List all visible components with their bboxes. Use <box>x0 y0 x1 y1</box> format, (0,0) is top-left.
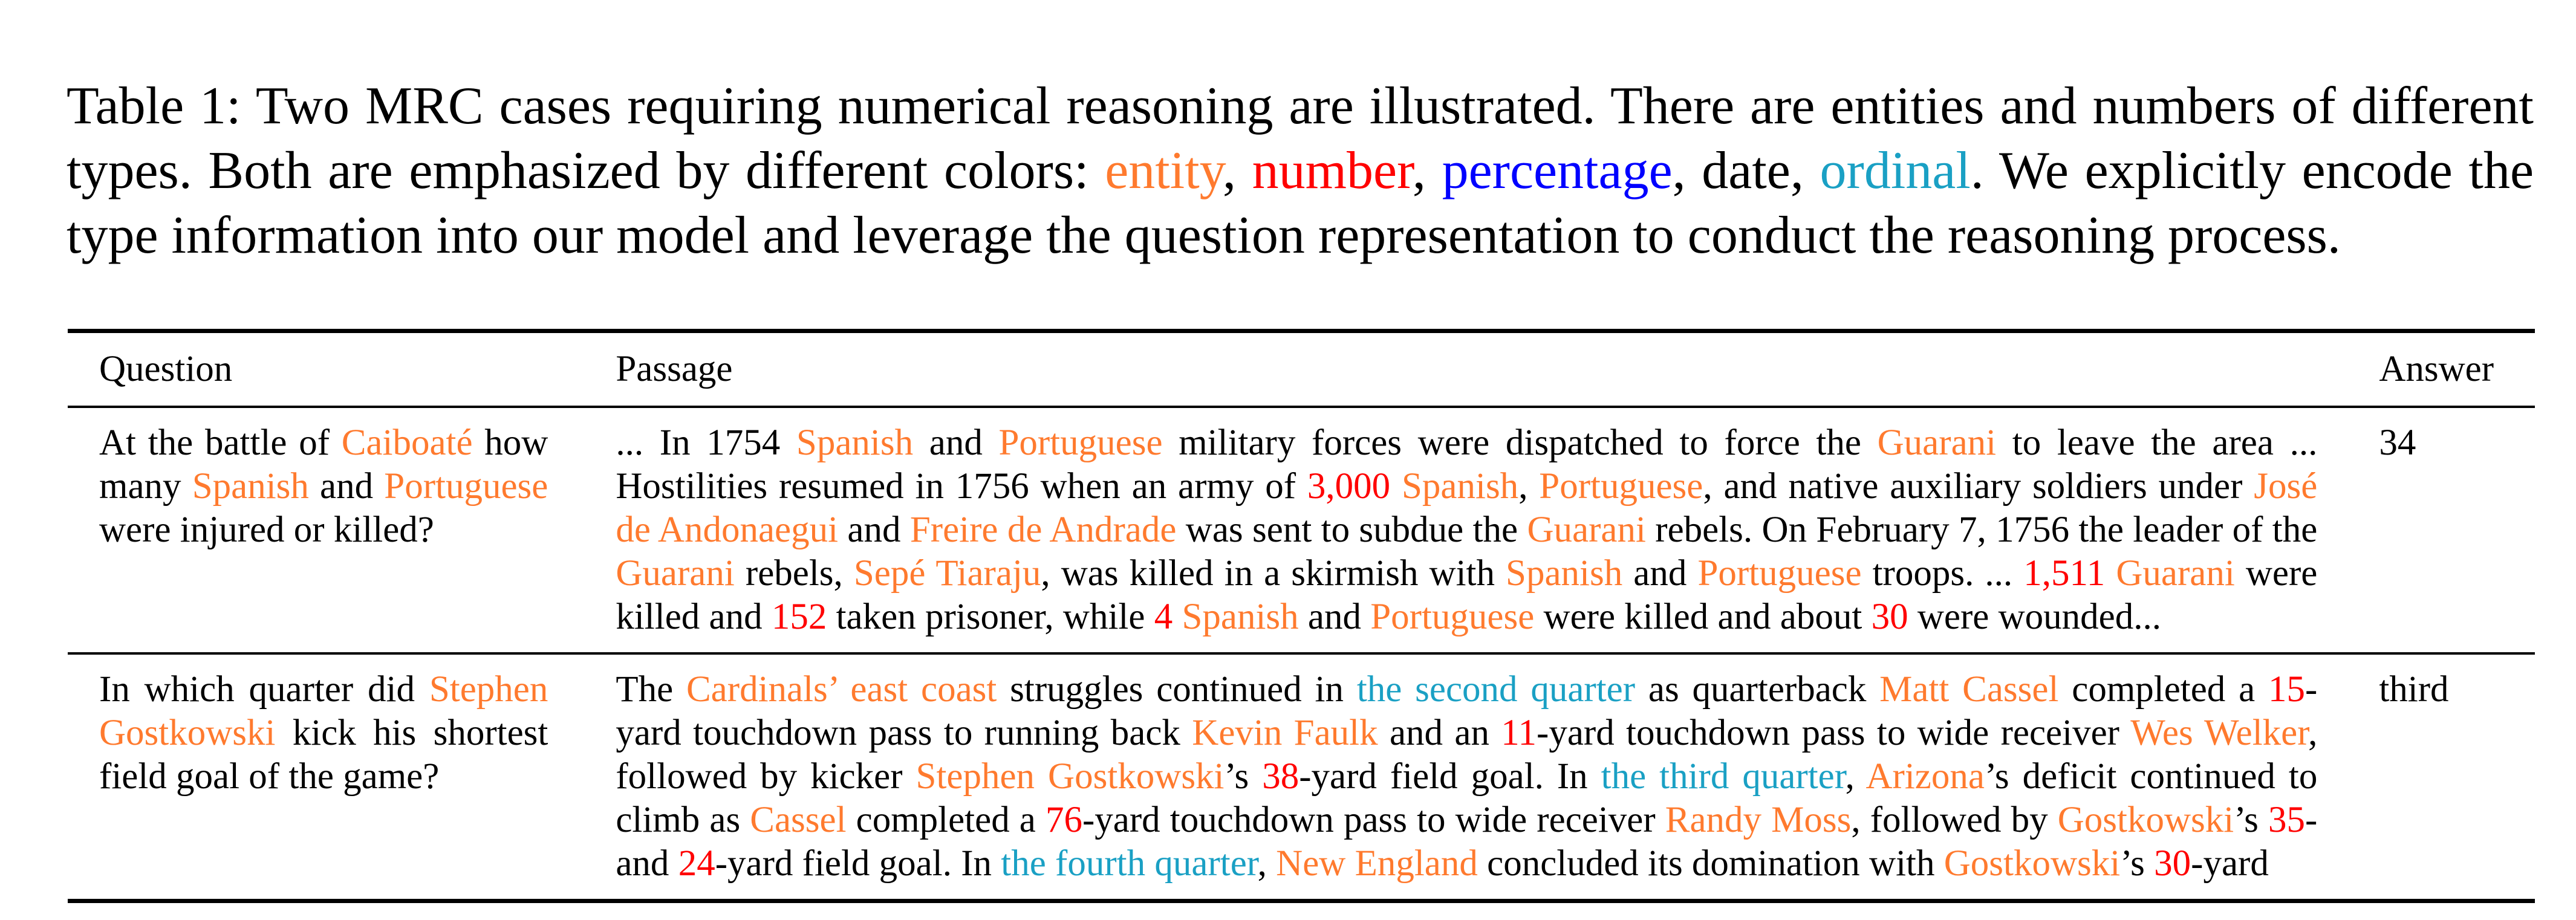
caption-separator-date: , date, <box>1672 141 1820 200</box>
entity-mention: Matt Cassel <box>1879 669 2059 710</box>
header-question: Question <box>99 349 233 389</box>
answer-cell: 34 <box>2379 423 2416 463</box>
entity-mention: Gostkowski <box>1943 843 2121 884</box>
legend-percentage: percentage <box>1442 141 1673 200</box>
entity-mention: Caiboaté <box>341 423 473 463</box>
entity-mention: Portuguese <box>1697 553 1862 594</box>
entity-mention: Spanish <box>192 466 309 507</box>
examples-table-wrapper: Question Passage Answer At the battle of… <box>68 329 2535 903</box>
caption-separator: , <box>1222 141 1252 200</box>
number-mention: 152 <box>771 597 827 637</box>
legend-ordinal: ordinal <box>1820 141 1971 200</box>
header-row: Question Passage Answer <box>68 331 2535 407</box>
entity-mention: Spanish <box>1506 553 1623 594</box>
entity-mention: Gostkowski <box>2057 800 2234 840</box>
ordinal-mention: the second quarter <box>1356 669 1636 710</box>
legend-number: number <box>1252 141 1413 200</box>
entity-mention: Guarani <box>616 553 735 594</box>
entity-mention: Portuguese <box>384 466 548 507</box>
number-mention: 30 <box>1871 597 1908 637</box>
table-row: In which quarter did Stephen Gostkowski … <box>68 653 2535 901</box>
caption-suffix: . We explicitly encode the type informat… <box>67 141 2534 265</box>
caption-separator: , <box>1412 141 1442 200</box>
entity-mention: Cardinals’ east coast <box>686 669 997 710</box>
entity-mention: Guarani <box>1877 423 1997 463</box>
entity-mention: José de Andonaegui <box>616 466 2318 550</box>
number-mention: 11 <box>1501 713 1537 753</box>
number-mention: 24 <box>678 843 715 884</box>
number-mention: 3,000 <box>1307 466 1391 507</box>
examples-table: Question Passage Answer At the battle of… <box>68 329 2535 903</box>
number-mention: 35 <box>2268 800 2305 840</box>
entity-mention: Spanish <box>796 423 914 463</box>
entity-mention: Randy Moss <box>1665 800 1852 840</box>
number-mention: 15 <box>2268 669 2305 710</box>
entity-mention: Spanish <box>1402 466 1519 507</box>
number-mention: 38 <box>1262 756 1299 797</box>
entity-mention: Wes Welker <box>2130 713 2309 753</box>
question-cell: In which quarter did Stephen Gostkowski … <box>99 669 548 797</box>
caption-prefix: Table 1: Two MRC cases requiring numeric… <box>67 77 2534 200</box>
entity-mention: Guarani <box>2116 553 2235 594</box>
entity-mention: Arizona <box>1865 756 1985 797</box>
header-passage: Passage <box>616 349 733 389</box>
table-body: At the battle of Caiboaté how many Spani… <box>68 407 2535 901</box>
number-mention: 1,511 <box>2023 553 2106 594</box>
table-header: Question Passage Answer <box>68 331 2535 407</box>
passage-cell: ... In 1754 Spanish and Portuguese milit… <box>616 423 2318 637</box>
entity-mention: Portuguese <box>1370 597 1535 637</box>
entity-mention: Cassel <box>750 800 847 840</box>
legend-entity: entity <box>1105 141 1223 200</box>
entity-mention: New England <box>1276 843 1478 884</box>
ordinal-mention: the third quarter <box>1601 756 1846 797</box>
entity-mention: Freire de Andrade <box>909 510 1177 550</box>
entity-mention: Portuguese <box>1539 466 1703 507</box>
entity-mention: Portuguese <box>998 423 1163 463</box>
question-cell: At the battle of Caiboaté how many Spani… <box>99 423 548 550</box>
entity-mention: Stephen Gostkowski <box>916 756 1225 797</box>
number-mention: 30 <box>2154 843 2191 884</box>
entity-mention: Guarani <box>1527 510 1646 550</box>
entity-mention: Sepé Tiaraju <box>853 553 1041 594</box>
number-mention: 4 <box>1154 597 1173 637</box>
entity-mention: Kevin Faulk <box>1192 713 1378 753</box>
passage-cell: The Cardinals’ east coast struggles cont… <box>616 669 2318 884</box>
number-mention: 76 <box>1045 800 1082 840</box>
table-caption: Table 1: Two MRC cases requiring numeric… <box>67 74 2534 268</box>
entity-mention: Stephen Gostkowski <box>99 669 548 753</box>
header-answer: Answer <box>2379 349 2494 389</box>
answer-cell: third <box>2379 669 2449 710</box>
table-row: At the battle of Caiboaté how many Spani… <box>68 407 2535 653</box>
entity-mention: Spanish <box>1182 597 1299 637</box>
ordinal-mention: the fourth quarter <box>1001 843 1258 884</box>
